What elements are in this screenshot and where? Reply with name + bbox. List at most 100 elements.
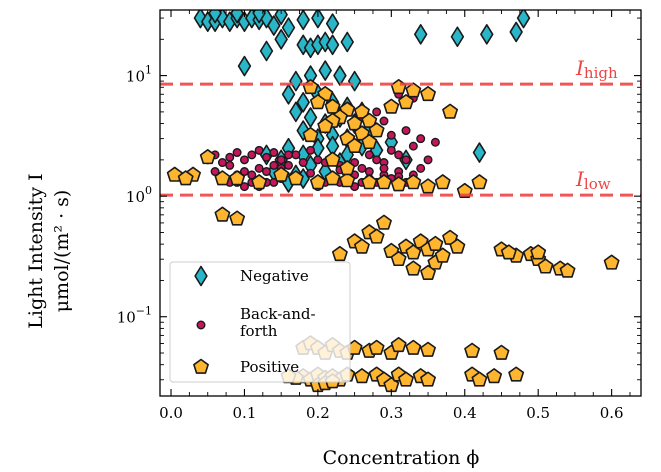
data-point [390,336,407,353]
data-point [405,174,422,190]
data-point [509,21,523,43]
data-point [261,167,271,177]
data-point [208,10,222,24]
data-point [398,94,414,110]
x-tick-label: 0.5 [526,404,550,422]
data-point [210,167,220,177]
data-point [346,115,363,131]
data-point [214,170,231,186]
data-point [313,155,323,165]
data-point [251,174,268,190]
data-point [340,31,354,53]
x-axis-label: Concentration ϕ [323,447,480,469]
legend-marker [196,320,206,330]
data-point [252,10,266,24]
data-point [306,168,316,178]
data-point [416,134,426,144]
data-point [269,148,279,158]
x-tick-label: 0.6 [600,404,624,422]
data-point [309,174,326,190]
data-point [361,112,378,128]
data-point [434,247,451,263]
legend-marker [194,265,208,287]
data-point [537,258,554,274]
data-point [261,152,271,162]
data-point [354,368,370,384]
data-point [309,94,326,110]
data-point [361,174,378,190]
data-point [394,150,404,160]
data-point [199,149,216,165]
data-point [302,126,319,143]
y-axis-label-line1: Light Intensity I [25,173,47,328]
data-point [401,155,411,165]
axes: 0.0 0.1 0.2 0.3 0.4 0.5 0.6 10−1 100 101 [117,9,642,422]
legend-label: Back-and-forth [240,305,316,340]
data-point [214,206,231,222]
data-point [372,155,382,165]
data-point [225,152,235,162]
data-point [239,182,249,192]
data-point [254,163,264,173]
data-point [354,238,370,254]
data-point [317,117,334,134]
data-point [408,141,418,151]
data-point [376,174,392,190]
data-point [324,151,341,167]
data-point [239,167,249,177]
x-tick-label: 0.2 [306,404,330,422]
data-point [229,170,246,186]
data-point [276,155,286,165]
data-point [405,82,422,98]
data-point [284,160,294,170]
data-point [368,228,385,244]
legend-label: Negative [240,267,309,285]
data-point [442,103,458,119]
plot-frame [159,9,642,397]
data-point [420,85,436,102]
y-tick-label: 10−1 [117,305,152,327]
data-point [302,78,319,95]
data-point [247,150,257,160]
data-point [237,55,252,77]
data-point [471,174,488,190]
data-point [423,155,433,165]
data-point [420,371,436,387]
data-point [508,366,525,382]
data-point [390,176,407,192]
data-point [339,172,356,188]
data-point [339,160,356,176]
data-point [398,371,414,387]
data-point [325,13,340,34]
data-point [274,29,288,50]
data-point [361,133,378,150]
legend-marker [193,358,209,374]
data-point [430,137,440,147]
data-point [225,160,235,170]
data-point [281,17,296,38]
data-point [232,148,242,158]
data-point [472,142,487,163]
data-point [296,92,310,113]
data-point [259,40,274,62]
data-point [331,245,348,262]
reference-label-low: Ilow [575,167,611,193]
data-point [267,15,281,36]
data-point [324,170,341,186]
data-point [414,24,428,45]
reference-lines: Ihigh Ilow [160,56,641,197]
data-point [333,65,347,86]
data-point [420,178,436,194]
data-point [230,10,244,24]
x-tick-label: 0.4 [453,404,477,422]
data-point [450,26,465,48]
data-point [303,107,318,128]
data-point [390,250,407,267]
data-points [166,10,620,393]
data-point [379,163,389,173]
data-point [284,150,294,160]
data-point [273,166,290,182]
data-point [405,244,422,260]
x-tick-label: 0.0 [159,404,183,422]
